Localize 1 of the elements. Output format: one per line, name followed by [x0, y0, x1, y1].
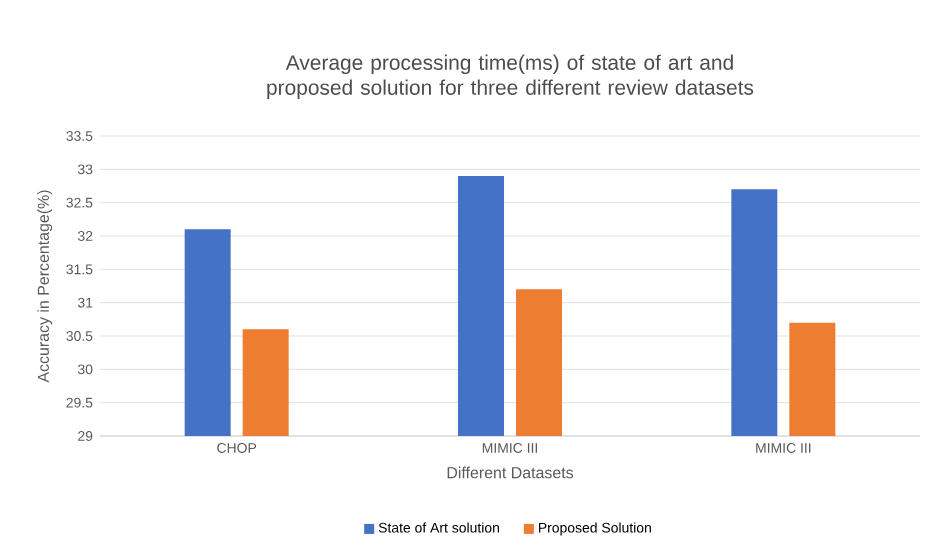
- chart-title: Average processing time(ms) of state of art and proposed solution for three different review datasets: [267, 54, 754, 100]
